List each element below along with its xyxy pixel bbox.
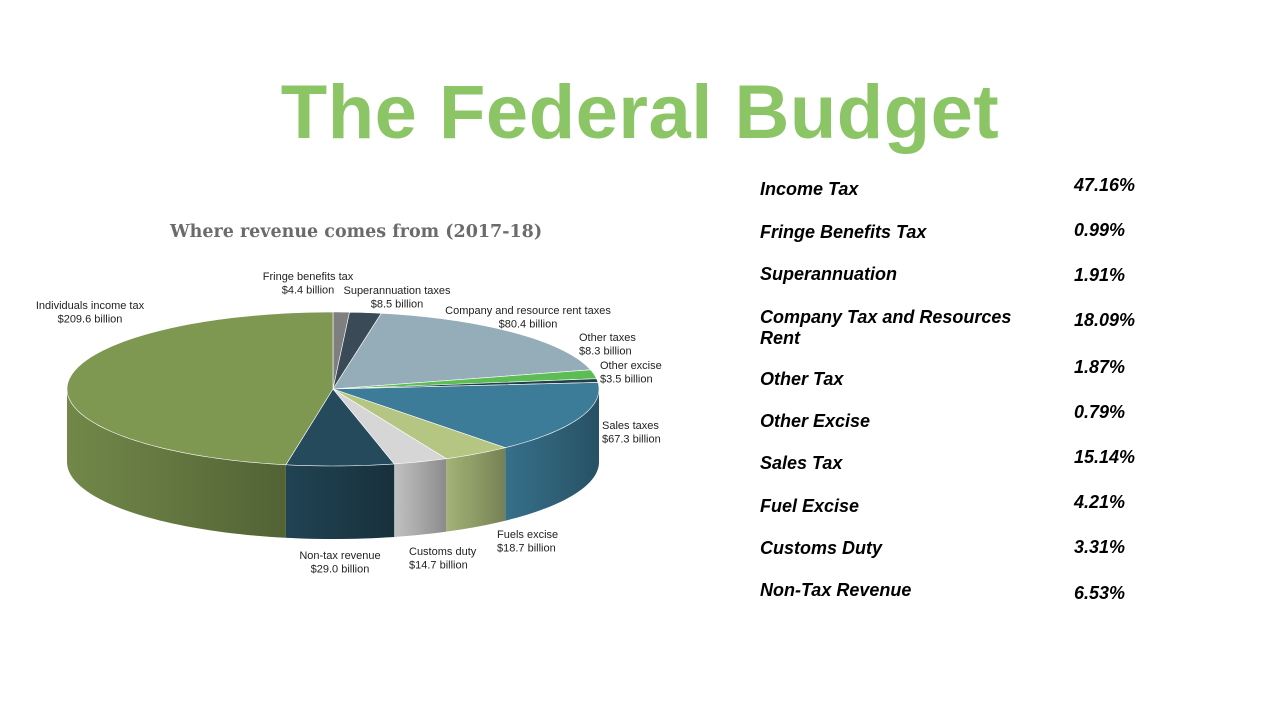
pie-slice-8 (332, 388, 448, 465)
slice-label-name: Customs duty (409, 546, 477, 558)
table-row-percentage: 1.91% (1074, 265, 1126, 285)
slice-label-value: $18.7 billion (497, 543, 556, 555)
pie-slice-10 (66, 311, 334, 466)
slice-label-name: Fringe benefits tax (263, 271, 354, 283)
slice-label-value: $3.5 billion (600, 374, 653, 386)
slice-label-name: Other taxes (579, 332, 636, 344)
table-row-percentage: 0.79% (1074, 402, 1126, 422)
table-row-percentage: 6.53% (1074, 583, 1126, 603)
page-title: The Federal Budget (280, 70, 1000, 155)
pie-top (66, 311, 600, 467)
pie-side-shade-10 (67, 389, 286, 538)
slice-label-4: Other taxes $8.3 billion (579, 332, 636, 358)
slice-label-value: $14.7 billion (409, 560, 468, 572)
table-row-label: Superannuation (760, 264, 898, 284)
slice-label-name: Fuels excise (497, 529, 558, 541)
pie-side-shade-8 (394, 458, 447, 537)
pie-slice-6 (332, 382, 600, 449)
revenue-pie-chart: Where revenue comes from (2017-18) Fring… (36, 222, 662, 576)
slice-label-value: $4.4 billion (282, 285, 335, 297)
slice-label-6: Sales taxes $67.3 billion (602, 420, 661, 446)
slice-label-value: $29.0 billion (311, 564, 370, 576)
pie-slice-7 (332, 388, 507, 459)
table-row-percentage: 18.09% (1074, 310, 1136, 330)
slice-label-9: Non-tax revenue $29.0 billion (299, 550, 380, 576)
slice-label-value: $80.4 billion (499, 319, 558, 331)
table-row-label: Fringe Benefits Tax (760, 222, 927, 242)
slice-label-value: $8.3 billion (579, 346, 632, 358)
table-row-label: Non-Tax Revenue (760, 580, 912, 600)
slice-label-1: Fringe benefits tax $4.4 billion (263, 271, 354, 297)
slice-label-name: Individuals income tax (36, 300, 145, 312)
table-row-percentage: 1.87% (1074, 357, 1126, 377)
pie-sides (67, 389, 599, 539)
pie-side-shade-6 (505, 389, 599, 521)
slice-label-10: Individuals income tax $209.6 billion (36, 300, 145, 326)
slice-label-7: Fuels excise $18.7 billion (497, 529, 558, 555)
table-row-percentage: 4.21% (1074, 492, 1126, 512)
slice-label-name: Other excise (600, 360, 662, 372)
slice-label-2: Superannuation taxes $8.5 billion (343, 285, 451, 311)
pie-slice-9 (285, 388, 395, 467)
table-row-label: Sales Tax (760, 453, 843, 473)
slice-label-8: Customs duty $14.7 billion (409, 546, 477, 572)
pie-labels: Fringe benefits tax $4.4 billion Superannu… (36, 271, 662, 576)
table-row-label: Other Tax (760, 369, 844, 389)
table-row-percentage: 15.14% (1074, 447, 1136, 467)
table-row-percentage: 47.16% (1074, 175, 1136, 195)
pie-slice-3 (332, 312, 592, 390)
chart-title: Where revenue comes from (2017-18) (170, 222, 543, 242)
table-row-percentage: 0.99% (1074, 220, 1126, 240)
slice-label-5: Other excise $3.5 billion (600, 360, 662, 386)
table-row-label: Income Tax (760, 179, 859, 199)
table-row-percentage: 3.31% (1074, 537, 1126, 557)
slice-label-name: Sales taxes (602, 420, 659, 432)
table-row-label: Fuel Excise (760, 496, 860, 516)
slice-label-name: Superannuation taxes (343, 285, 451, 297)
pie-chart-svg: Fringe benefits tax $4.4 billion Superannu… (36, 271, 662, 576)
slice-label-value: $209.6 billion (58, 314, 123, 326)
slice-label-name: Company and resource rent taxes (445, 305, 611, 317)
pie-side-shade-9 (285, 463, 395, 539)
table-row-label: Company Tax and Resources Rent (760, 307, 1012, 348)
slice-label-name: Non-tax revenue (299, 550, 380, 562)
pie-side-shade-7 (446, 447, 506, 532)
slice-label-value: $67.3 billion (602, 434, 661, 446)
table-row-label: Customs Duty (760, 538, 883, 558)
table-row-label: Other Excise (760, 411, 871, 431)
slice-label-value: $8.5 billion (371, 299, 424, 311)
slice-label-3: Company and resource rent taxes $80.4 bil… (445, 305, 611, 331)
